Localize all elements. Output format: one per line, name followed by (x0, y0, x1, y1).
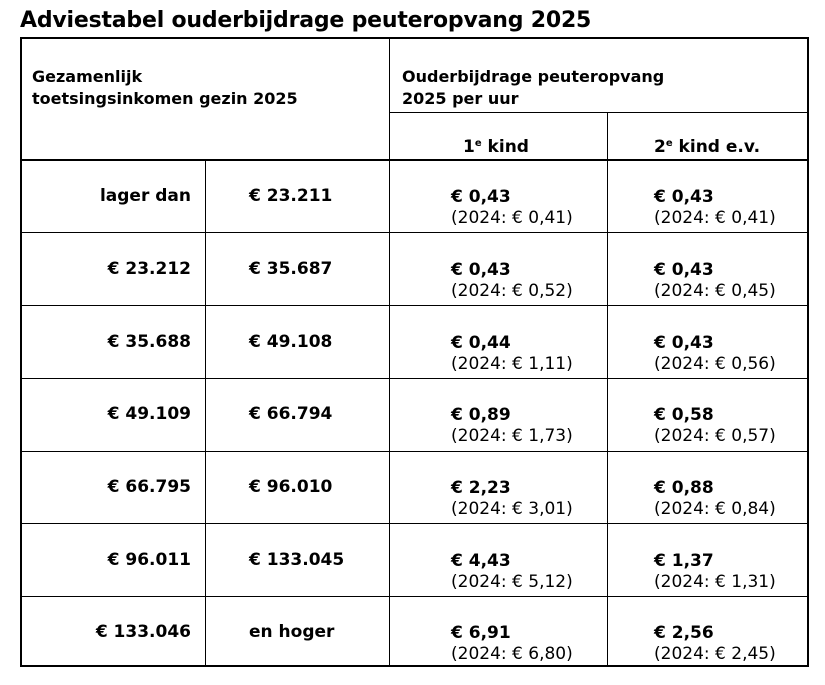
first-child-contribution: € 0,89 (2024: € 1,73) (451, 405, 573, 446)
income-to: en hoger (249, 622, 335, 642)
column-header-second-child: 2e kind e.v. (654, 137, 761, 157)
contribution-header-line2: 2025 per uur (402, 89, 519, 108)
first-child-contribution: € 0,43 (2024: € 0,41) (451, 187, 573, 228)
income-header: Gezamenlijk toetsingsinkomen gezin 2025 (32, 66, 298, 110)
income-header-line2: toetsingsinkomen gezin 2025 (32, 89, 298, 108)
row-divider (20, 378, 809, 379)
contribution-header-line1: Ouderbijdrage peuteropvang (402, 67, 665, 86)
divider-kind-columns-header (607, 112, 608, 160)
second-child-contribution: € 0,43 (2024: € 0,45) (654, 260, 776, 301)
income-to: € 35.687 (249, 259, 333, 279)
income-from: € 66.795 (107, 477, 191, 497)
divider-header-subheader (389, 112, 809, 113)
income-from: € 96.011 (107, 550, 191, 570)
second-child-contribution: € 0,43 (2024: € 0,56) (654, 333, 776, 374)
first-child-contribution: € 2,23 (2024: € 3,01) (451, 478, 573, 519)
second-child-contribution: € 1,37 (2024: € 1,31) (654, 551, 776, 592)
divider-income-contribution (389, 37, 390, 667)
divider-header-body (20, 159, 809, 161)
income-to: € 23.211 (249, 186, 333, 206)
income-to: € 49.108 (249, 332, 333, 352)
row-divider (20, 451, 809, 452)
contribution-header: Ouderbijdrage peuteropvang 2025 per uur (402, 66, 664, 110)
contribution-table (20, 37, 809, 667)
income-from: € 49.109 (107, 404, 191, 424)
first-child-contribution: € 0,44 (2024: € 1,11) (451, 333, 573, 374)
first-child-contribution: € 6,91 (2024: € 6,80) (451, 623, 573, 664)
first-child-contribution: € 4,43 (2024: € 5,12) (451, 551, 573, 592)
income-header-line1: Gezamenlijk (32, 67, 143, 86)
page-title: Adviestabel ouderbijdrage peuteropvang 2… (20, 8, 592, 33)
income-from: € 133.046 (95, 622, 191, 642)
income-to: € 96.010 (249, 477, 333, 497)
divider-from-to (205, 160, 206, 667)
first-child-contribution: € 0,43 (2024: € 0,52) (451, 260, 573, 301)
second-child-contribution: € 0,58 (2024: € 0,57) (654, 405, 776, 446)
second-child-contribution: € 0,88 (2024: € 0,84) (654, 478, 776, 519)
row-divider (20, 232, 809, 233)
second-child-contribution: € 0,43 (2024: € 0,41) (654, 187, 776, 228)
row-divider (20, 305, 809, 306)
income-from: € 23.212 (107, 259, 191, 279)
income-to: € 66.794 (249, 404, 333, 424)
divider-kind-columns (607, 160, 608, 667)
second-child-contribution: € 2,56 (2024: € 2,45) (654, 623, 776, 664)
income-to: € 133.045 (249, 550, 345, 570)
row-divider (20, 523, 809, 524)
income-from: lager dan (99, 186, 191, 206)
row-divider (20, 596, 809, 597)
income-from: € 35.688 (107, 332, 191, 352)
column-header-first-child: 1e kind (463, 137, 529, 157)
